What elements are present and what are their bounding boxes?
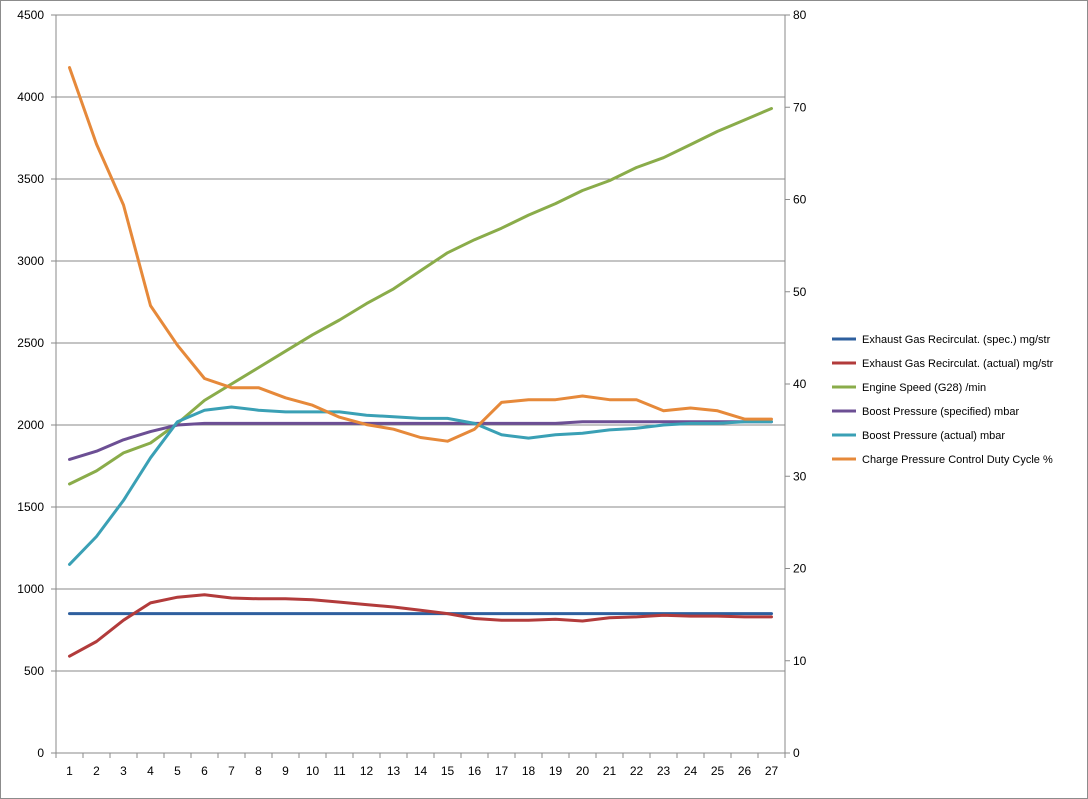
legend: Exhaust Gas Recirculat. (spec.) mg/str Ex…: [832, 334, 1054, 466]
axes: [51, 14, 790, 758]
x-axis-tick-label: 12: [360, 764, 374, 778]
x-axis-tick-label: 22: [630, 764, 644, 778]
right-axis-tick-label: 50: [793, 285, 807, 299]
x-axis-tick-label: 25: [711, 764, 725, 778]
right-axis-tick-label: 60: [793, 193, 807, 207]
x-axis-tick-label: 17: [495, 764, 509, 778]
left-axis-tick-label: 1000: [17, 582, 44, 596]
x-axis-tick-label: 14: [414, 764, 428, 778]
x-axis-tick-label: 1: [66, 764, 73, 778]
x-axis-tick-label: 13: [387, 764, 401, 778]
left-axis-tick-label: 500: [24, 664, 44, 678]
right-axis-tick-label: 40: [793, 377, 807, 391]
x-axis-tick-label: 2: [93, 764, 100, 778]
legend-label: Exhaust Gas Recirculat. (spec.) mg/str: [862, 334, 1051, 346]
x-axis-tick-label: 27: [765, 764, 779, 778]
x-axis-tick-label: 24: [684, 764, 698, 778]
left-axis-tick-label: 2000: [17, 418, 44, 432]
legend-label: Engine Speed (G28) /min: [862, 382, 986, 394]
left-axis-tick-label: 4000: [17, 90, 44, 104]
x-axis-tick-label: 4: [147, 764, 154, 778]
x-axis-tick-label: 9: [282, 764, 289, 778]
right-axis-tick-label: 70: [793, 100, 807, 114]
x-axis-tick-label: 5: [174, 764, 181, 778]
x-axis-tick-label: 19: [549, 764, 563, 778]
x-axis-tick-label: 20: [576, 764, 590, 778]
legend-label: Exhaust Gas Recirculat. (actual) mg/str: [862, 358, 1054, 370]
left-axis-tick-labels: 0 500 1000 1500 2000 2500 3000 3500 4000 4500: [17, 8, 44, 760]
right-axis-tick-labels: 0 10 20 30 40 50 60 70 80: [793, 8, 807, 760]
x-axis-tick-label: 7: [228, 764, 235, 778]
series-line-4: [68, 420, 773, 461]
right-axis-tick-label: 30: [793, 469, 807, 483]
x-axis-tick-label: 21: [603, 764, 617, 778]
x-axis-tick-label: 3: [120, 764, 127, 778]
series-line-5: [68, 405, 773, 566]
left-axis-tick-label: 1500: [17, 500, 44, 514]
x-axis-tick-label: 8: [255, 764, 262, 778]
x-axis-tick-label: 26: [738, 764, 752, 778]
legend-label: Charge Pressure Control Duty Cycle %: [862, 454, 1053, 466]
x-axis-tick-label: 23: [657, 764, 671, 778]
legend-label: Boost Pressure (specified) mbar: [862, 406, 1019, 418]
x-axis-tick-label: 10: [306, 764, 320, 778]
legend-label: Boost Pressure (actual) mbar: [862, 430, 1005, 442]
right-axis-tick-label: 10: [793, 654, 807, 668]
left-axis-tick-label: 3500: [17, 172, 44, 186]
left-axis-tick-label: 4500: [17, 8, 44, 22]
right-axis-tick-label: 20: [793, 562, 807, 576]
x-axis-tick-label: 16: [468, 764, 482, 778]
left-axis-tick-label: 3000: [17, 254, 44, 268]
series-line-2: [68, 593, 773, 658]
x-axis-tick-label: 15: [441, 764, 455, 778]
series-line-6: [68, 66, 773, 443]
series-lines: [68, 66, 773, 658]
series-line-3: [68, 107, 773, 486]
left-axis-tick-label: 2500: [17, 336, 44, 350]
x-axis-tick-labels: 1 2 3 4 5 6 7 8 9 10 11 12 13 14 15 16 17 18 19 20 21 22 23 24 2…: [66, 764, 778, 778]
right-axis-tick-label: 0: [793, 746, 800, 760]
left-axis-tick-label: 0: [37, 746, 44, 760]
right-axis-tick-label: 80: [793, 8, 807, 22]
x-axis-tick-label: 6: [201, 764, 208, 778]
x-axis-tick-label: 18: [522, 764, 536, 778]
x-axis-tick-label: 11: [333, 764, 346, 778]
